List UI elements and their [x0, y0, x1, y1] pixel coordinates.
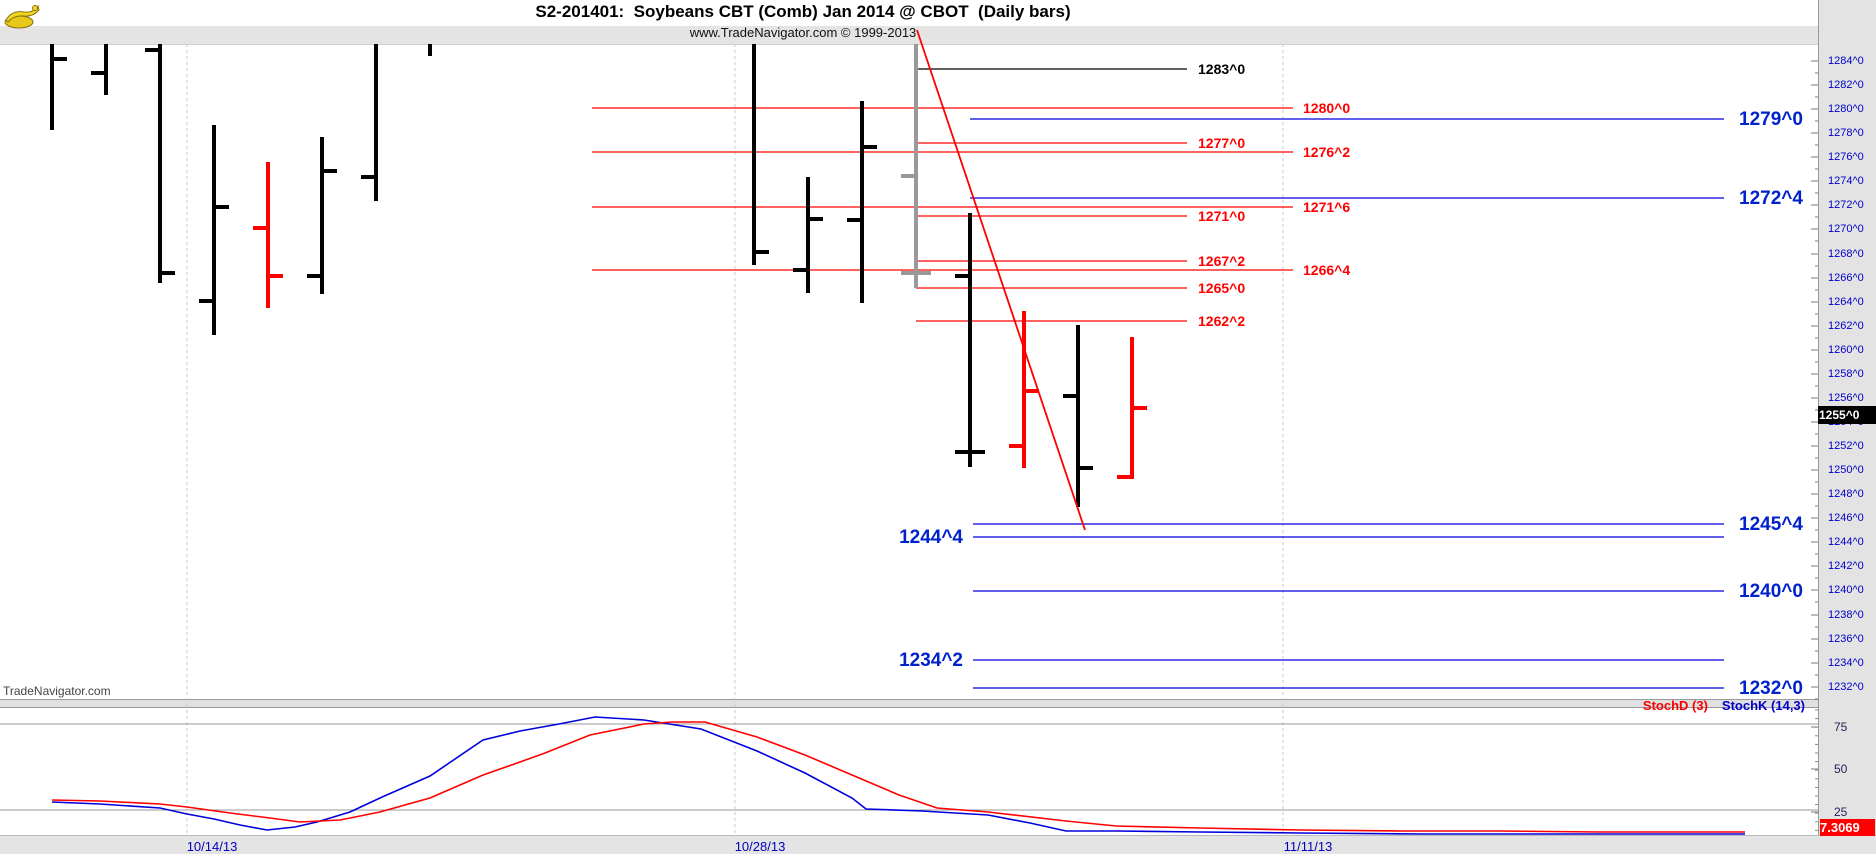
- header-band: [0, 26, 1876, 45]
- panel-divider[interactable]: [0, 699, 1818, 708]
- chart-subtitle: www.TradeNavigator.com © 1999-2013: [689, 25, 917, 40]
- stochd-legend-label[interactable]: StochD (3): [1642, 698, 1708, 713]
- trend-line: [916, 29, 1086, 531]
- chart-title: S2-201401: Soybeans CBT (Comb) Jan 2014 …: [535, 2, 1071, 21]
- date-axis-label: 11/11/13: [1283, 839, 1333, 854]
- time-axis[interactable]: 10/14/13 10/28/13 11/11/13: [0, 835, 1876, 854]
- price-axis[interactable]: [1818, 0, 1876, 854]
- trade-navigator-logo-icon: [2, 2, 40, 35]
- stoch-value-badge: 7.3069: [1820, 819, 1875, 836]
- date-axis-label: 10/14/13: [186, 839, 238, 854]
- date-axis-label: 10/28/13: [734, 839, 786, 854]
- watermark-text: TradeNavigator.com: [3, 684, 111, 698]
- stoch-series-k: [51, 716, 1745, 835]
- last-price-badge: 1255^0: [1818, 406, 1876, 424]
- stoch-legend: StochD (3) StochK (14,3): [1643, 698, 1805, 713]
- stoch-series-d: [51, 721, 1745, 833]
- stochk-legend-label[interactable]: StochK (14,3): [1721, 698, 1805, 713]
